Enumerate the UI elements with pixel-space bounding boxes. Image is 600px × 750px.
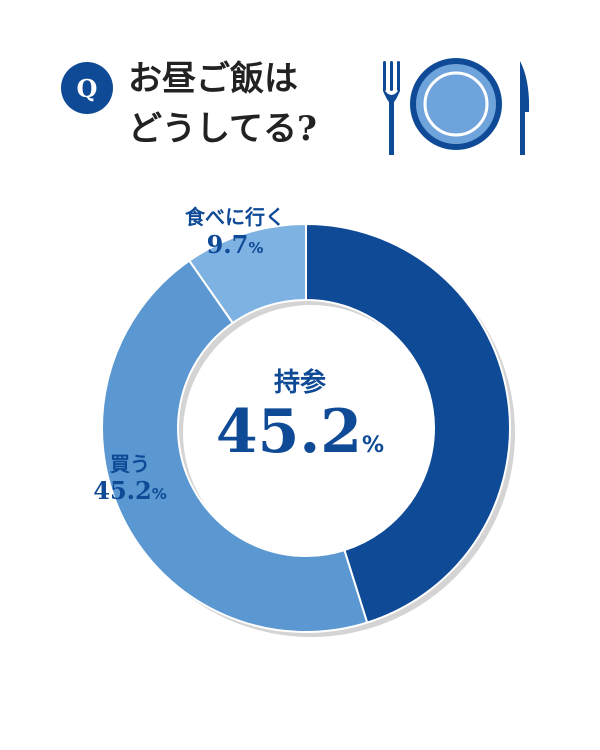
slice-label-tabeniiku: 食べに行く 9.7% bbox=[170, 205, 300, 264]
slice-name-tabeniiku: 食べに行く bbox=[185, 205, 285, 229]
slice-value-unit: % bbox=[362, 433, 385, 458]
pie-slice-0 bbox=[305, 222, 511, 624]
slice-value-tabeniiku: 9.7% bbox=[170, 229, 300, 264]
slice-value-jisan: 45.2% bbox=[200, 398, 400, 480]
pie-slice-2 bbox=[187, 222, 307, 325]
pie-slice-1 bbox=[101, 259, 369, 633]
plate-icon bbox=[410, 58, 502, 150]
slice-value-kau: 45.2% bbox=[70, 476, 190, 509]
fork-icon bbox=[383, 61, 400, 155]
question-badge: Q bbox=[61, 62, 113, 114]
slice-label-kau: 買う 45.2% bbox=[70, 452, 190, 509]
slice-name-jisan: 持参 bbox=[273, 368, 326, 398]
slice-value-number: 45.2 bbox=[215, 397, 363, 467]
slice-value-number: 45.2 bbox=[93, 476, 152, 505]
slice-value-unit: % bbox=[248, 239, 264, 257]
slice-value-unit: % bbox=[151, 485, 167, 503]
tableware-illustration bbox=[383, 58, 530, 155]
slice-label-center: 持参 45.2% bbox=[200, 368, 400, 480]
knife-icon bbox=[520, 61, 530, 155]
question-title: お昼ご飯は どうしてる? bbox=[128, 59, 317, 149]
slice-name-kau: 買う bbox=[110, 452, 150, 476]
slice-value-number: 9.7 bbox=[206, 230, 249, 259]
